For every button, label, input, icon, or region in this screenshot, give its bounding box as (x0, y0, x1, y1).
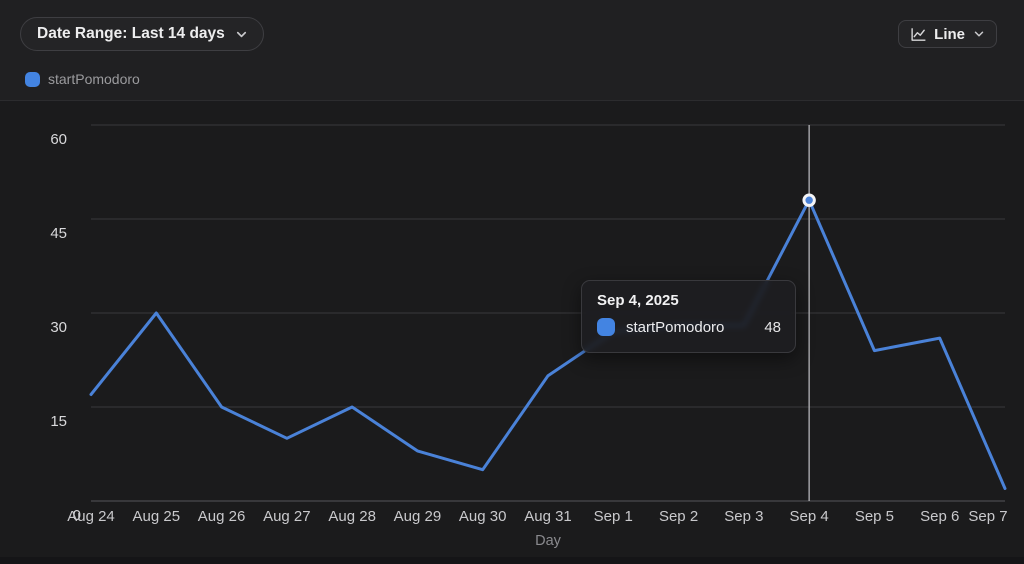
x-tick-label: Aug 30 (458, 508, 507, 525)
x-tick-label: Sep 3 (724, 508, 764, 525)
line-chart-icon (911, 27, 926, 41)
y-tick-label: 15 (50, 413, 67, 430)
y-tick-label: 60 (50, 131, 67, 148)
chart-header: Date Range: Last 14 days Line startPomod… (0, 0, 1024, 101)
x-tick-label: Aug 31 (524, 508, 572, 525)
x-tick-label: Sep 7 (968, 508, 1008, 525)
x-tick-label: Aug 26 (197, 508, 246, 525)
x-tick-label: Aug 28 (328, 508, 376, 525)
tooltip-series-value: 48 (764, 318, 781, 336)
date-range-label: Date Range: Last 14 days (37, 25, 225, 42)
legend: startPomodoro (25, 71, 140, 87)
x-tick-label: Aug 29 (393, 508, 442, 525)
x-axis-title: Day (535, 533, 561, 549)
tooltip-color-swatch (597, 318, 615, 336)
tooltip-title: Sep 4, 2025 (597, 292, 679, 309)
bottom-edge (0, 557, 1024, 564)
x-tick-label: Sep 6 (920, 508, 960, 525)
y-tick-label: 0 (72, 507, 81, 524)
y-tick-label: 30 (50, 319, 67, 336)
line-chart-area[interactable]: 0 15 30 45 60 Aug 24 Aug 25 Aug 26 Aug 27 Aug 28 A… (0, 102, 1024, 564)
x-tick-label: Sep 2 (658, 508, 699, 525)
y-tick-label: 45 (50, 225, 67, 242)
x-tick-label: Sep 1 (593, 508, 633, 525)
date-range-dropdown[interactable]: Date Range: Last 14 days (20, 17, 264, 51)
legend-item-label: startPomodoro (48, 71, 140, 87)
chart-type-dropdown[interactable]: Line (898, 20, 997, 48)
x-tick-label: Aug 24 (67, 508, 115, 525)
highlight-marker (802, 193, 816, 207)
tooltip-series-row: startPomodoro 48 (597, 318, 781, 336)
legend-item-startPomodoro[interactable]: startPomodoro (25, 71, 140, 87)
chevron-down-icon (236, 31, 246, 37)
x-tick-label: Sep 5 (854, 508, 895, 525)
chart-type-label: Line (934, 25, 965, 43)
data-line (89, 198, 1007, 490)
tooltip-series-label: startPomodoro (626, 318, 725, 336)
legend-color-swatch (25, 71, 40, 87)
x-tick-label: Aug 27 (263, 508, 311, 525)
x-tick-label: Aug 25 (132, 508, 181, 525)
x-tick-label: Sep 4 (789, 508, 829, 525)
chart-tooltip: Sep 4, 2025 startPomodoro 48 (581, 280, 796, 353)
chevron-down-icon (974, 31, 984, 37)
